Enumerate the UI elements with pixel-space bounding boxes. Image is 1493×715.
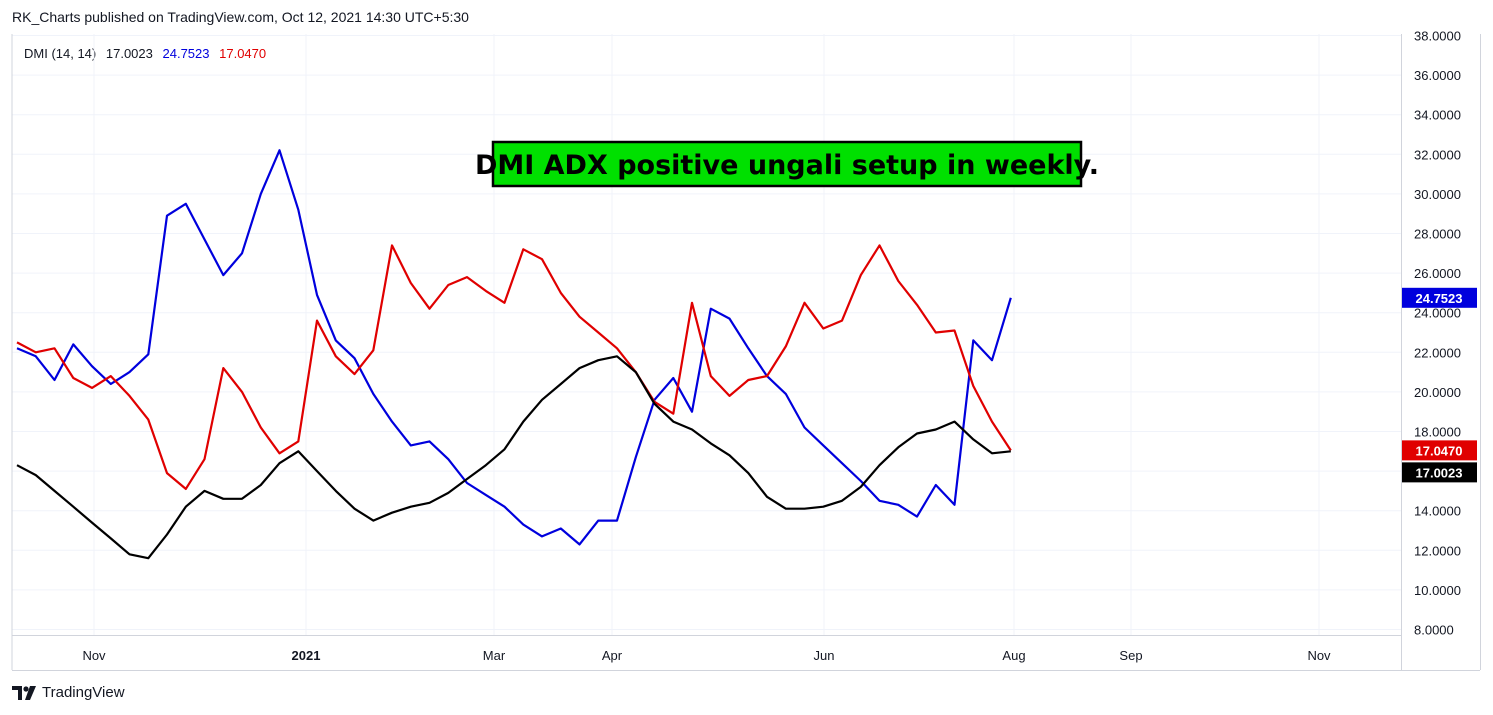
price-labels: 24.7523 17.0470 17.0023 [1402,287,1477,483]
series-group [16,149,1012,560]
plus-di-line[interactable] [16,149,1012,546]
legend-adx-value: 17.0023 [105,46,153,61]
legend-minus-di-value: 17.0470 [219,46,267,61]
x-tick-label: Mar [483,648,506,663]
y-tick-label: 18.0000 [1414,425,1461,440]
price-label-minus-di: 17.0470 [1402,440,1477,461]
legend-plus-di-value: 24.7523 [162,46,210,61]
y-tick-label: 10.0000 [1414,583,1461,598]
y-tick-label: 34.0000 [1414,108,1461,123]
annotation-text: DMI ADX positive ungali setup in weekly. [475,150,1099,181]
x-tick-label: 2021 [292,648,321,663]
adx-line[interactable] [16,355,1011,560]
y-tick-label: 26.0000 [1414,266,1461,281]
chart-frame [11,34,1481,671]
publish-caption: RK_Charts published on TradingView.com, … [12,9,469,25]
watermark[interactable]: TradingView [12,684,125,701]
x-tick-label: Sep [1119,648,1142,663]
y-tick-label: 24.0000 [1414,306,1461,321]
y-tick-label: 20.0000 [1414,385,1461,400]
y-tick-label: 36.0000 [1414,68,1461,83]
x-tick-label: Nov [82,648,106,663]
minus-di-line[interactable] [16,244,1012,490]
x-tick-label: Nov [1307,648,1331,663]
y-tick-label: 8.0000 [1414,623,1454,638]
x-axis[interactable]: Nov 2021 Mar Apr Jun Aug Sep Nov [82,648,1331,663]
price-label-text: 24.7523 [1416,291,1463,306]
x-tick-label: Aug [1002,648,1025,663]
y-tick-label: 22.0000 [1414,345,1461,360]
indicator-legend[interactable]: DMI (14, 14) 17.0023 24.7523 17.0470 [24,46,272,61]
y-tick-label: 32.0000 [1414,147,1461,162]
tradingview-logo-icon [12,685,36,700]
y-tick-label: 30.0000 [1414,187,1461,202]
y-tick-label: 38.0000 [1414,29,1461,44]
y-axis[interactable]: 8.000010.000012.000014.000016.000018.000… [1414,29,1461,638]
annotation-box[interactable]: DMI ADX positive ungali setup in weekly. [475,140,1099,188]
x-tick-label: Jun [814,648,835,663]
x-tick-label: Apr [602,648,623,663]
price-label-adx: 17.0023 [1402,462,1477,483]
price-label-text: 17.0023 [1416,465,1463,480]
price-label-plus-di: 24.7523 [1402,287,1477,308]
y-tick-label: 28.0000 [1414,227,1461,242]
y-tick-label: 12.0000 [1414,543,1461,558]
price-label-text: 17.0470 [1416,443,1463,458]
legend-indicator-name: DMI (14, 14) [24,46,97,61]
y-tick-label: 14.0000 [1414,504,1461,519]
chart-grid [12,34,1401,635]
watermark-text: TradingView [42,684,125,701]
